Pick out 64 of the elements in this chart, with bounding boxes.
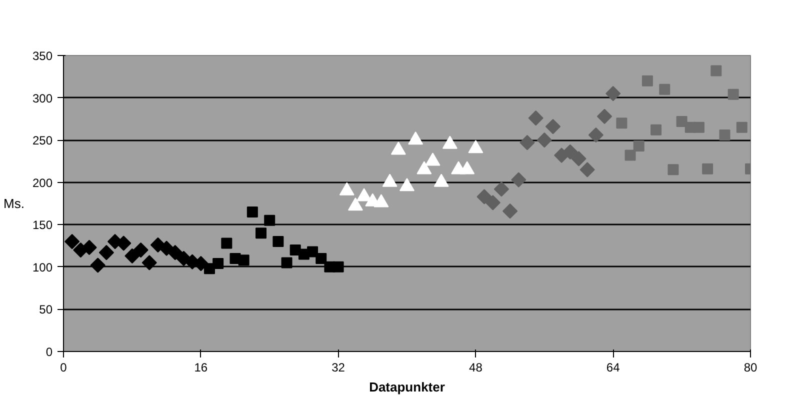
point bbox=[693, 122, 704, 133]
point bbox=[528, 110, 544, 126]
point bbox=[624, 150, 636, 161]
y-axis-title: Ms. bbox=[4, 196, 24, 211]
point bbox=[494, 182, 510, 197]
y-tick-label: 350 bbox=[32, 49, 53, 63]
point bbox=[702, 163, 714, 174]
x-tick-label: 64 bbox=[606, 360, 620, 374]
point bbox=[659, 84, 670, 95]
point bbox=[571, 151, 586, 166]
point bbox=[668, 164, 679, 176]
point bbox=[142, 255, 157, 270]
y-tick-label: 300 bbox=[32, 91, 53, 106]
point bbox=[256, 228, 267, 239]
point bbox=[520, 135, 535, 150]
point bbox=[246, 206, 258, 218]
point bbox=[502, 204, 518, 219]
point bbox=[272, 236, 284, 248]
x-tick-label: 48 bbox=[469, 360, 483, 374]
point bbox=[562, 144, 578, 160]
point bbox=[238, 254, 250, 266]
point bbox=[596, 108, 612, 124]
point bbox=[485, 195, 500, 210]
x-tick-label: 80 bbox=[744, 360, 758, 374]
point bbox=[606, 86, 621, 102]
point bbox=[82, 240, 97, 256]
y-tick-label: 100 bbox=[32, 260, 53, 274]
point bbox=[580, 162, 595, 178]
x-axis-title: Datapunkter bbox=[369, 380, 445, 394]
point bbox=[511, 172, 526, 188]
point bbox=[212, 258, 224, 270]
point bbox=[64, 234, 80, 250]
point bbox=[90, 258, 106, 273]
x-tick-label: 16 bbox=[194, 360, 208, 374]
point bbox=[536, 132, 552, 148]
point bbox=[616, 118, 628, 129]
point bbox=[728, 88, 739, 100]
point bbox=[221, 238, 232, 249]
y-tick-label: 0 bbox=[46, 345, 53, 359]
point bbox=[676, 116, 688, 127]
point bbox=[133, 242, 148, 258]
point bbox=[642, 75, 653, 86]
y-tick-label: 250 bbox=[32, 134, 53, 148]
y-tick-label: 200 bbox=[32, 176, 53, 190]
point bbox=[168, 244, 183, 260]
point bbox=[633, 140, 644, 152]
y-tick-label: 50 bbox=[39, 302, 53, 317]
point bbox=[264, 214, 276, 226]
point bbox=[476, 189, 492, 204]
point bbox=[650, 124, 662, 136]
point bbox=[710, 65, 722, 76]
point bbox=[316, 252, 327, 264]
y-tick-label: 150 bbox=[32, 218, 53, 232]
point bbox=[719, 129, 730, 140]
point bbox=[307, 246, 318, 258]
point bbox=[124, 248, 140, 264]
point bbox=[736, 122, 748, 133]
point bbox=[281, 257, 292, 268]
point bbox=[588, 127, 604, 143]
x-tick-label: 32 bbox=[332, 360, 346, 374]
point bbox=[98, 244, 114, 260]
x-tick-label: 0 bbox=[60, 360, 68, 374]
point bbox=[545, 118, 561, 134]
point bbox=[332, 261, 344, 272]
